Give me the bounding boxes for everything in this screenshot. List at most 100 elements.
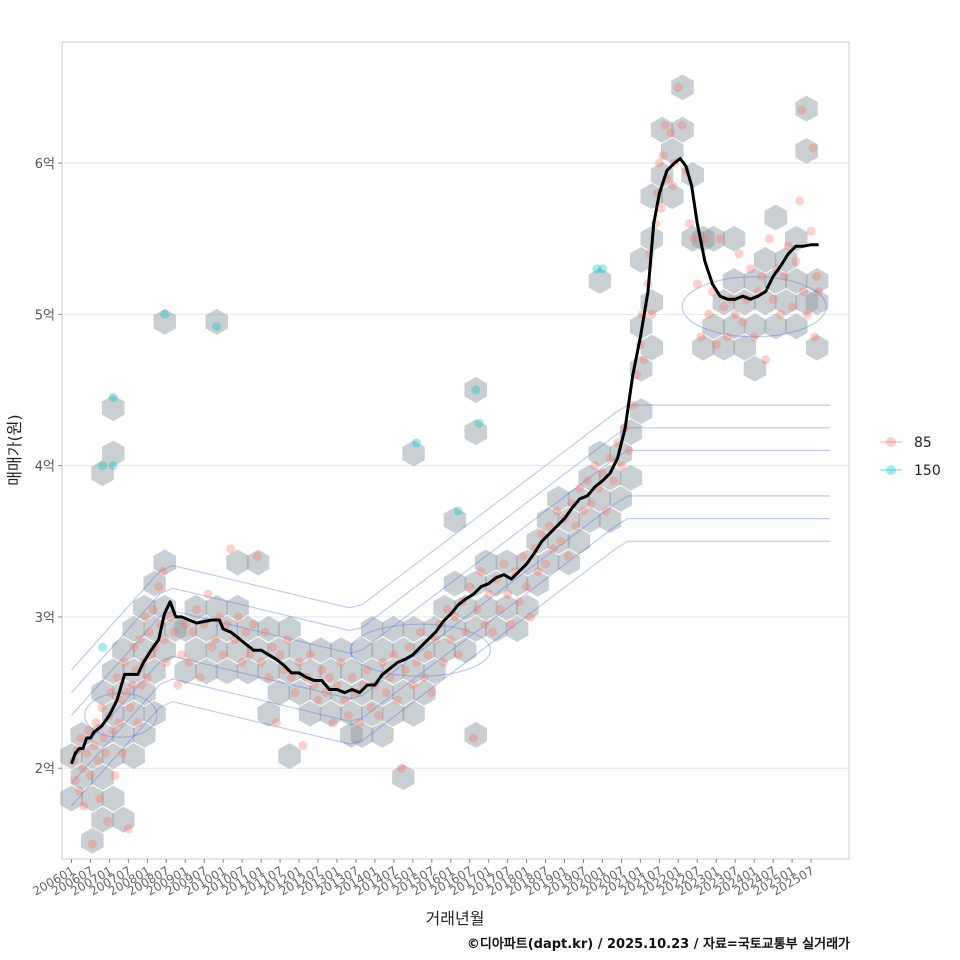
scatter-point-85 xyxy=(195,672,205,682)
scatter-point-85 xyxy=(412,657,422,667)
hexbin xyxy=(537,507,560,534)
scatter-point-85 xyxy=(797,105,807,115)
scatter-point-85 xyxy=(268,642,277,652)
hexbin xyxy=(733,289,756,316)
scatter-point-85 xyxy=(70,775,80,785)
hexbin xyxy=(537,549,560,576)
scatter-point-85 xyxy=(381,688,391,698)
scatter-point-85 xyxy=(184,657,194,667)
hexbin xyxy=(598,507,622,534)
scatter-point-85 xyxy=(660,120,670,130)
scatter-point-85 xyxy=(552,506,562,516)
hexbin xyxy=(598,464,622,491)
hexbin xyxy=(743,268,767,294)
hexbin xyxy=(392,764,415,791)
scatter-point-85 xyxy=(692,279,702,289)
hexbin xyxy=(443,616,467,642)
scatter-point-85 xyxy=(419,672,429,682)
hexbin xyxy=(153,308,176,335)
hexbin xyxy=(174,658,197,685)
hexbin xyxy=(764,268,788,294)
hexbin xyxy=(267,679,291,706)
scatter-point-85 xyxy=(522,582,532,592)
scatter-point-85 xyxy=(514,597,524,607)
scatter-point-85 xyxy=(787,302,797,312)
scatter-point-85 xyxy=(575,483,585,493)
scatter-point-85 xyxy=(518,551,528,561)
hexbin xyxy=(226,549,249,576)
hexbin xyxy=(557,549,580,576)
hexbin xyxy=(785,313,808,340)
scatter-point-150 xyxy=(453,506,463,516)
scatter-point-85 xyxy=(97,703,107,713)
hexbin xyxy=(805,334,829,361)
hexbin xyxy=(495,549,519,576)
hexbin xyxy=(122,616,145,642)
hexbin xyxy=(101,785,125,812)
hexbin xyxy=(205,308,228,335)
scatter-point-85 xyxy=(120,657,130,667)
hexbin xyxy=(661,183,684,210)
scatter-point-85 xyxy=(408,680,418,690)
scatter-point-85 xyxy=(548,544,558,554)
scatter-point-85 xyxy=(173,680,183,690)
scatter-point-85 xyxy=(397,763,406,773)
scatter-point-85 xyxy=(799,287,808,297)
scatter-point-85 xyxy=(704,309,714,319)
scatter-point-85 xyxy=(438,657,448,667)
scatter-point-150 xyxy=(212,321,222,331)
scatter-point-85 xyxy=(446,635,456,645)
scatter-point-85 xyxy=(780,272,789,281)
scatter-point-85 xyxy=(76,733,86,743)
hexbin xyxy=(464,616,487,642)
hexbin xyxy=(361,700,384,727)
scatter-point-85 xyxy=(415,627,425,637)
scatter-point-85 xyxy=(192,604,202,614)
scatter-point-85 xyxy=(556,536,566,546)
hexbin xyxy=(340,721,363,748)
scatter-point-85 xyxy=(673,82,683,92)
scatter-point-85 xyxy=(82,748,92,758)
scatter-point-85 xyxy=(442,604,452,614)
hexbin xyxy=(753,246,777,273)
scatter-point-85 xyxy=(89,741,99,750)
density-contour xyxy=(681,276,827,338)
hexbin xyxy=(215,658,239,685)
scatter-point-85 xyxy=(148,604,158,614)
y-tick-label: 3억 xyxy=(35,611,55,626)
scatter-point-85 xyxy=(795,196,805,206)
scatter-point-85 xyxy=(711,340,721,350)
hexbin xyxy=(81,743,104,770)
hexbin xyxy=(764,313,788,340)
scatter-point-85 xyxy=(378,657,387,667)
hexbin xyxy=(464,721,487,748)
x-axis: 2006012006072007012007072008012008072009… xyxy=(30,859,817,899)
scatter-point-85 xyxy=(734,249,744,259)
scatter-point-85 xyxy=(374,710,384,720)
hexbin xyxy=(671,74,694,101)
scatter-point-85 xyxy=(101,748,111,758)
hexbin xyxy=(413,679,436,706)
hexbin xyxy=(257,700,280,727)
hexbin xyxy=(453,637,477,664)
hexbin xyxy=(671,116,694,143)
scatter-point-85 xyxy=(85,771,95,781)
scatter-point-85 xyxy=(154,582,164,592)
scatter-point-85 xyxy=(469,733,478,743)
hexbin xyxy=(153,637,176,664)
scatter-point-150 xyxy=(474,418,484,428)
scatter-point-85 xyxy=(161,657,171,667)
scatter-point-85 xyxy=(298,741,308,750)
y-axis-title: 매매가(원) xyxy=(5,414,24,485)
hexbin xyxy=(371,721,394,748)
scatter-point-85 xyxy=(287,672,296,682)
hexbin xyxy=(516,594,539,621)
hexbin xyxy=(764,204,788,231)
scatter-point-150 xyxy=(598,264,607,274)
scatter-point-85 xyxy=(506,620,516,629)
scatter-point-85 xyxy=(305,650,315,660)
scatter-point-85 xyxy=(347,672,357,682)
scatter-point-85 xyxy=(123,824,133,834)
scatter-point-85 xyxy=(812,272,822,281)
hexbin xyxy=(101,395,125,422)
